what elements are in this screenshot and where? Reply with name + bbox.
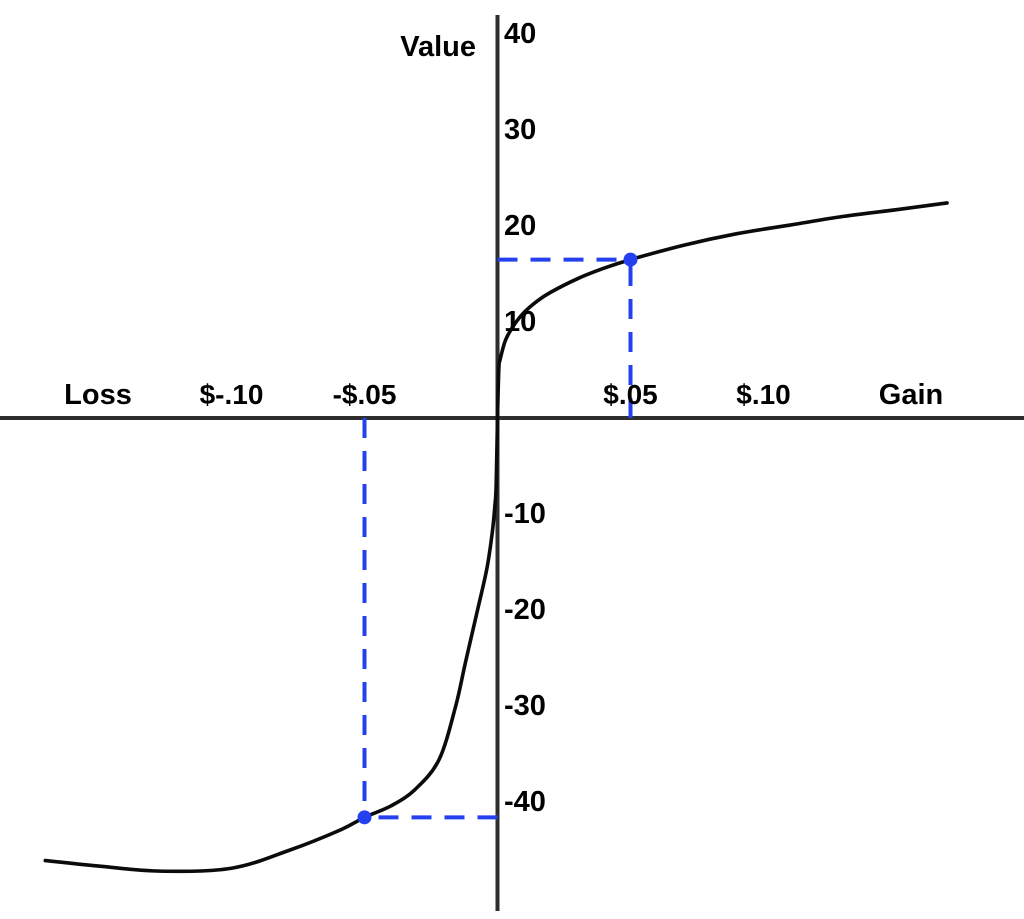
x-tick-label-0.1: $.10 [736,379,791,410]
y-axis-title: Value [400,31,476,63]
value-function-curve [43,201,949,874]
y-tick-label--40: -40 [504,786,546,818]
loss-reference-point [357,810,372,825]
y-tick-label--20: -20 [504,594,546,626]
y-tick-label-20: 20 [504,210,537,242]
x-axis-gain-label: Gain [878,379,944,411]
y-tick-label-30: 30 [504,114,537,146]
x-tick-label--0.05: -$.05 [332,379,397,410]
x-tick-label--0.1: $-.10 [199,379,264,410]
y-tick-label--10: -10 [504,498,546,530]
gain-reference-point [623,252,638,267]
x-tick-label-0.05: $.05 [603,379,658,410]
y-tick-label--30: -30 [504,690,546,722]
y-tick-label-40: 40 [504,18,537,50]
y-tick-label-10: 10 [504,306,537,338]
x-axis-loss-label: Loss [64,379,132,411]
